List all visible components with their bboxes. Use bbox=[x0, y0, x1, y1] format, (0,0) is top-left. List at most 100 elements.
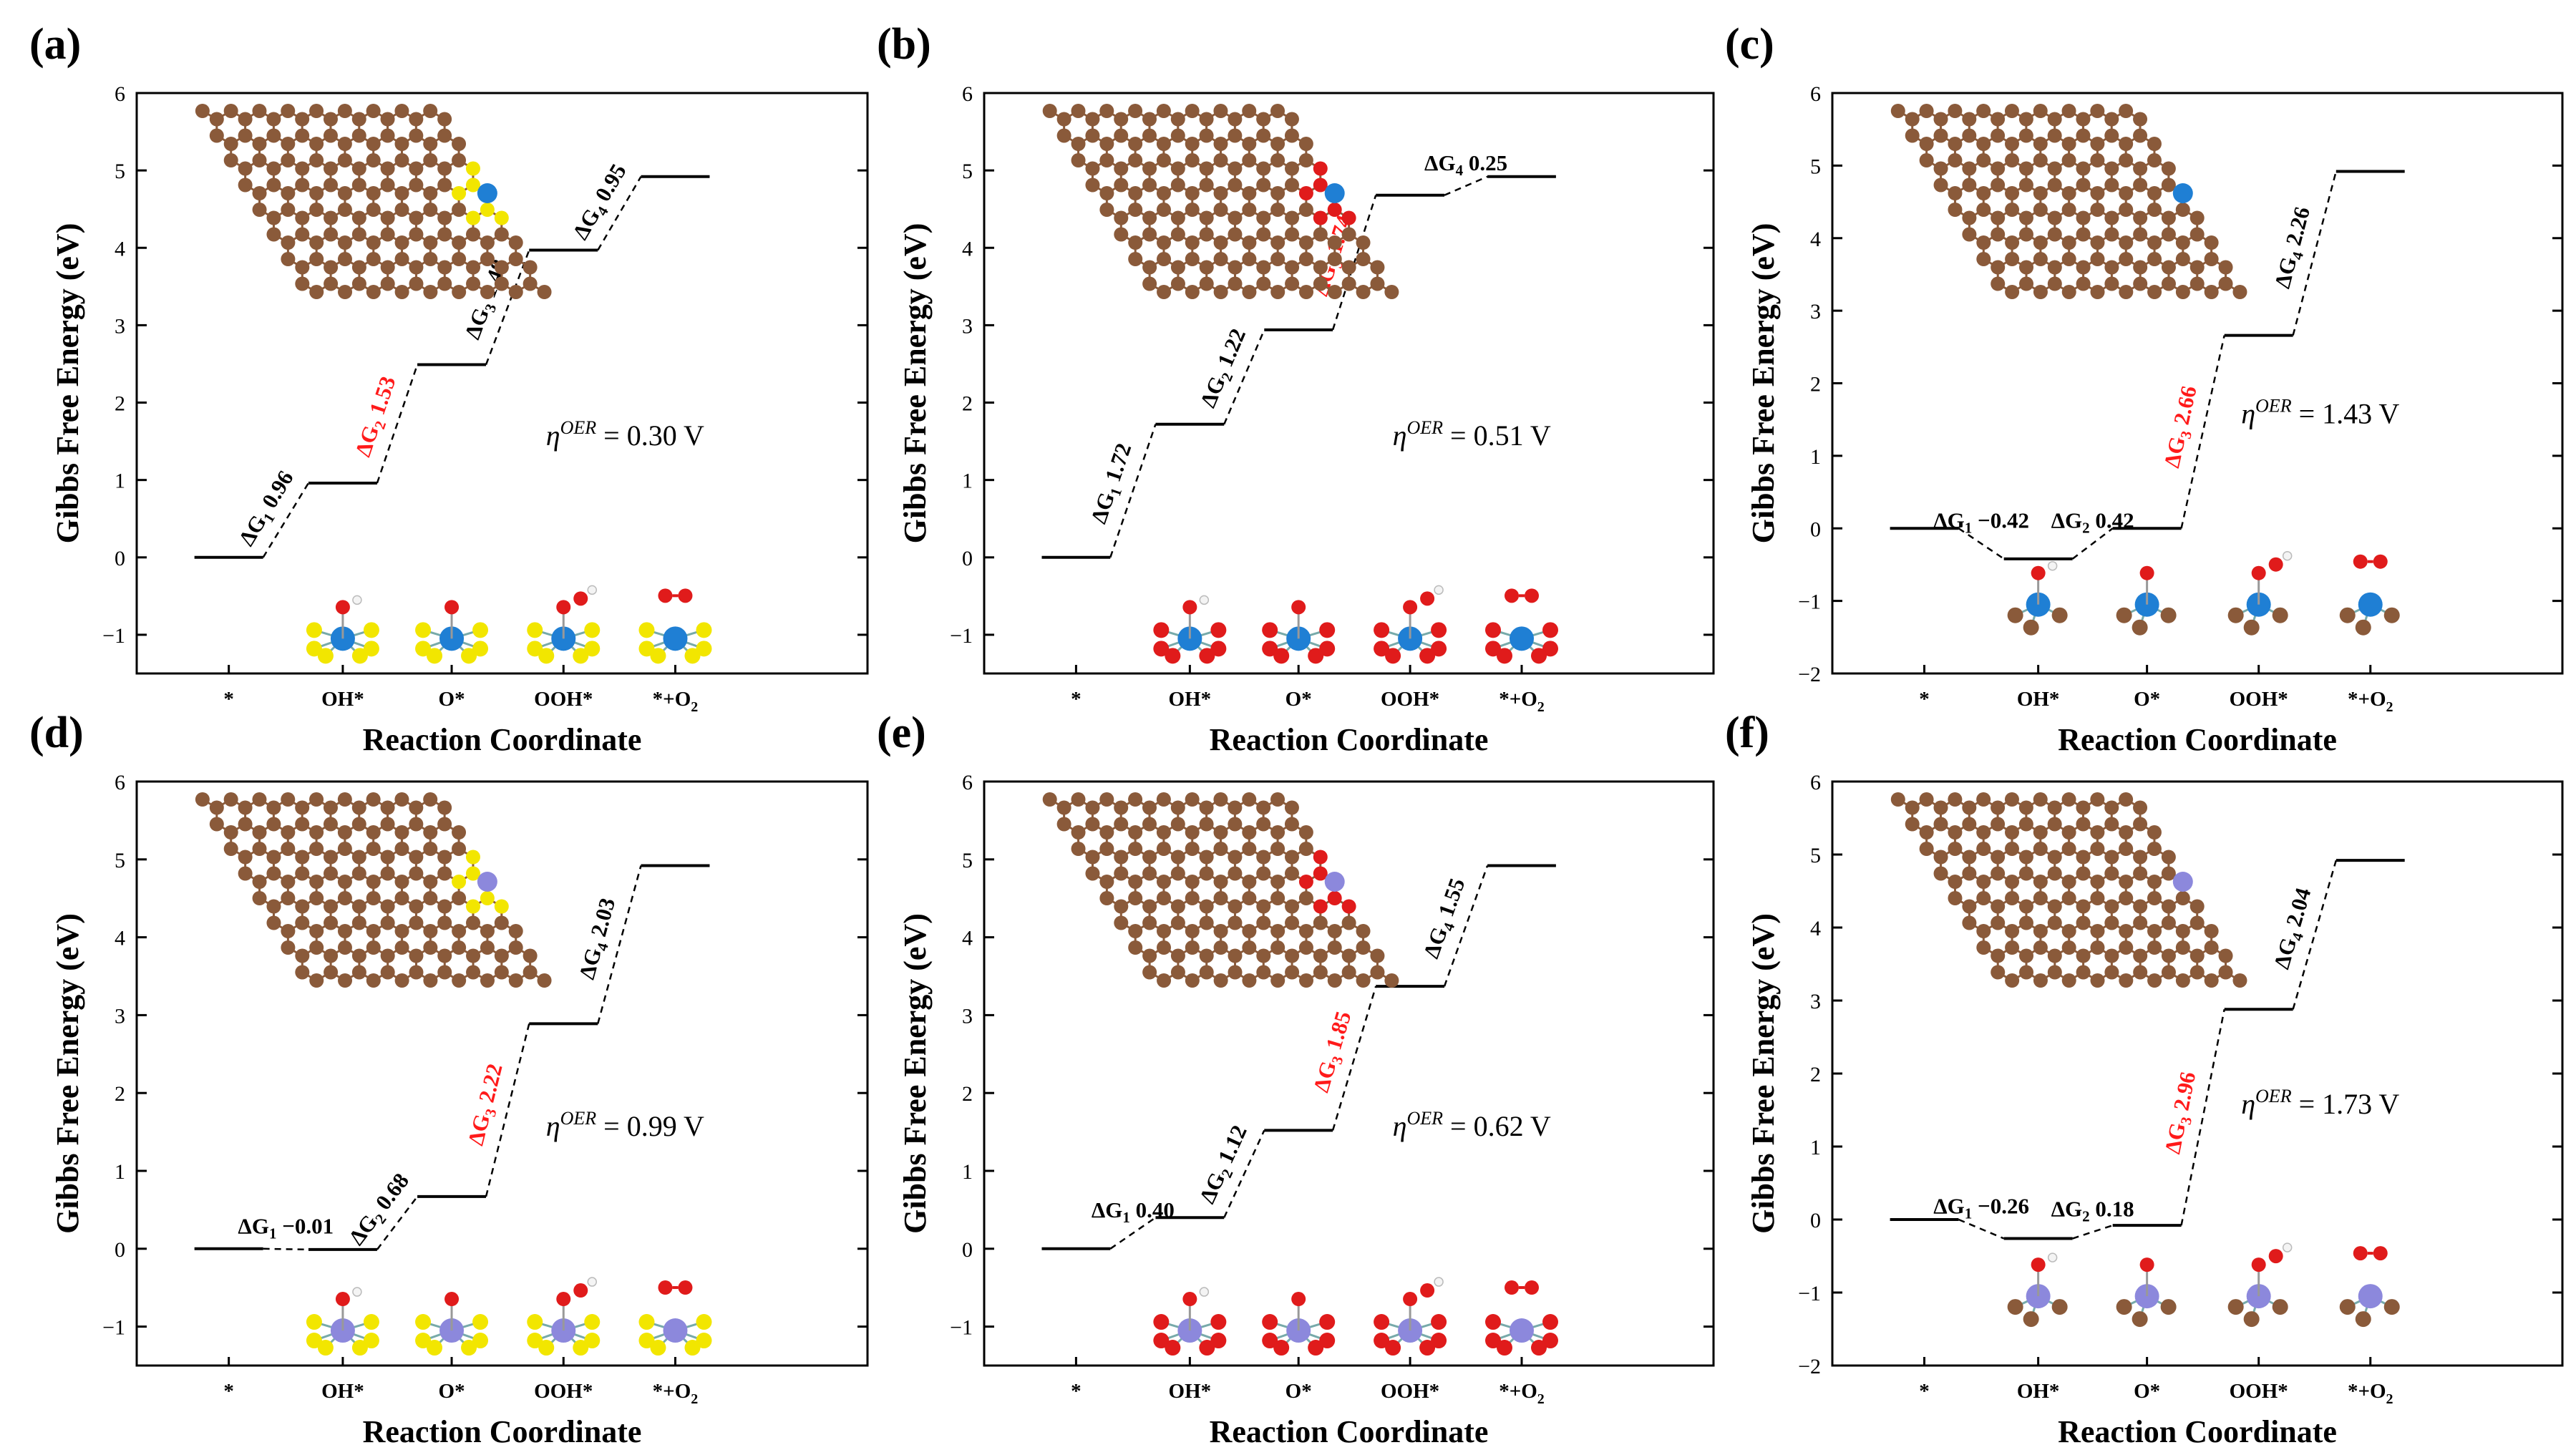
ligand-atom bbox=[415, 622, 432, 638]
ligand-atom bbox=[317, 1340, 334, 1356]
carbon-atom bbox=[1199, 276, 1214, 291]
carbon-atom bbox=[1199, 161, 1214, 176]
dopant-atom bbox=[1341, 899, 1356, 914]
hydrogen-atom bbox=[2282, 1242, 2293, 1252]
x-category-label: *+O2 bbox=[653, 688, 699, 715]
carbon-atom bbox=[1228, 276, 1243, 291]
carbon-atom bbox=[2076, 112, 2091, 127]
carbon-atom bbox=[1341, 260, 1356, 275]
carbon-atom bbox=[1905, 128, 1920, 143]
x-category-label: OH* bbox=[321, 688, 364, 711]
carbon-atom bbox=[1905, 817, 1920, 832]
carbon-atom bbox=[1270, 891, 1285, 905]
carbon-atom bbox=[281, 186, 296, 200]
carbon-atom bbox=[1976, 875, 1991, 889]
ligand-atom bbox=[1199, 648, 1215, 664]
carbon-atom bbox=[1228, 260, 1243, 275]
x-category-label: O* bbox=[1285, 1380, 1312, 1403]
carbon-atom bbox=[1933, 866, 1948, 881]
carbon-atom bbox=[2133, 915, 2148, 930]
carbon-atom bbox=[437, 965, 452, 980]
dopant-atom bbox=[480, 203, 495, 217]
carbon-atom bbox=[1085, 866, 1100, 881]
carbon-atom bbox=[223, 842, 238, 856]
carbon-atom bbox=[2018, 177, 2033, 193]
step-connector bbox=[376, 364, 419, 484]
carbon-atom bbox=[323, 128, 338, 143]
carbon-atom bbox=[309, 104, 324, 118]
carbon-atom bbox=[2061, 252, 2076, 266]
carbon-atom bbox=[2005, 842, 2020, 856]
y-tick-label: 2 bbox=[962, 392, 973, 416]
carbon-atom bbox=[2133, 210, 2148, 225]
carbon-atom bbox=[1128, 186, 1143, 200]
dopant-atom bbox=[1313, 899, 1328, 914]
carbon-atom bbox=[324, 276, 339, 291]
ligand-atom bbox=[2160, 1299, 2177, 1315]
overpotential-label: ηOER = 1.43 V bbox=[2241, 395, 2399, 429]
carbon-atom bbox=[2147, 891, 2162, 905]
ligand-atom bbox=[461, 648, 477, 664]
carbon-atom bbox=[1042, 104, 1057, 118]
graphene-structure bbox=[1890, 104, 2247, 299]
step-label-value: −0.42 bbox=[1972, 508, 2029, 533]
carbon-atom bbox=[252, 153, 267, 167]
carbon-atom bbox=[1185, 153, 1200, 167]
carbon-atom bbox=[1919, 792, 1934, 807]
step-connector bbox=[485, 250, 530, 365]
carbon-atom bbox=[409, 817, 424, 832]
carbon-atom bbox=[366, 891, 381, 905]
carbon-atom bbox=[1142, 128, 1157, 143]
carbon-atom bbox=[1128, 792, 1143, 807]
carbon-atom bbox=[2104, 948, 2119, 963]
carbon-atom bbox=[2076, 800, 2091, 815]
carbon-atom bbox=[1213, 186, 1228, 200]
ligand-atom bbox=[527, 1333, 543, 1349]
step-label-subscript: 1 bbox=[1965, 1205, 1973, 1222]
dopant-atom bbox=[1313, 210, 1328, 225]
carbon-atom bbox=[337, 891, 352, 905]
carbon-atom bbox=[1285, 260, 1300, 275]
y-tick-label: 5 bbox=[962, 849, 973, 872]
hydrogen-atom bbox=[2047, 560, 2058, 571]
step-label: ΔG4 0.25 bbox=[1424, 150, 1507, 179]
oxygen-atom bbox=[573, 591, 588, 606]
adsorbate-cluster bbox=[638, 1280, 712, 1356]
carbon-atom bbox=[1228, 866, 1243, 881]
carbon-atom bbox=[1285, 276, 1300, 291]
carbon-atom bbox=[1919, 153, 1934, 167]
o2-atom bbox=[1525, 588, 1540, 603]
x-category-label: O* bbox=[439, 1380, 465, 1403]
carbon-atom bbox=[1170, 112, 1185, 127]
carbon-atom bbox=[2119, 875, 2134, 889]
dopant-atom bbox=[1313, 177, 1328, 193]
y-tick-label: 6 bbox=[962, 82, 973, 106]
carbon-atom bbox=[252, 186, 267, 200]
carbon-atom bbox=[366, 137, 381, 151]
carbon-atom bbox=[1242, 891, 1257, 905]
carbon-atom bbox=[466, 227, 481, 242]
carbon-atom bbox=[437, 948, 452, 963]
carbon-atom bbox=[409, 866, 424, 881]
carbon-atom bbox=[1085, 128, 1100, 143]
carbon-atom bbox=[1199, 899, 1214, 914]
carbon-atom bbox=[1170, 915, 1185, 930]
carbon-atom bbox=[1185, 792, 1200, 807]
carbon-atom bbox=[409, 161, 424, 176]
step-label-value: 0.18 bbox=[2090, 1196, 2134, 1221]
ligand-atom bbox=[363, 622, 379, 638]
carbon-atom bbox=[1156, 825, 1171, 840]
carbon-atom bbox=[1298, 235, 1313, 250]
step-label: ΔG1 −0.01 bbox=[238, 1213, 334, 1242]
ligand-atom bbox=[2160, 607, 2177, 623]
carbon-atom bbox=[2047, 817, 2062, 832]
carbon-atom bbox=[1270, 842, 1285, 856]
y-tick-label: 3 bbox=[115, 1004, 125, 1028]
carbon-atom bbox=[537, 285, 552, 299]
carbon-atom bbox=[1298, 825, 1313, 840]
step-label: ΔG2 1.12 bbox=[1195, 1121, 1255, 1209]
y-tick-label: −1 bbox=[1798, 1282, 1821, 1305]
carbon-atom bbox=[366, 104, 381, 118]
carbon-atom bbox=[337, 137, 352, 151]
carbon-atom bbox=[2090, 825, 2105, 840]
